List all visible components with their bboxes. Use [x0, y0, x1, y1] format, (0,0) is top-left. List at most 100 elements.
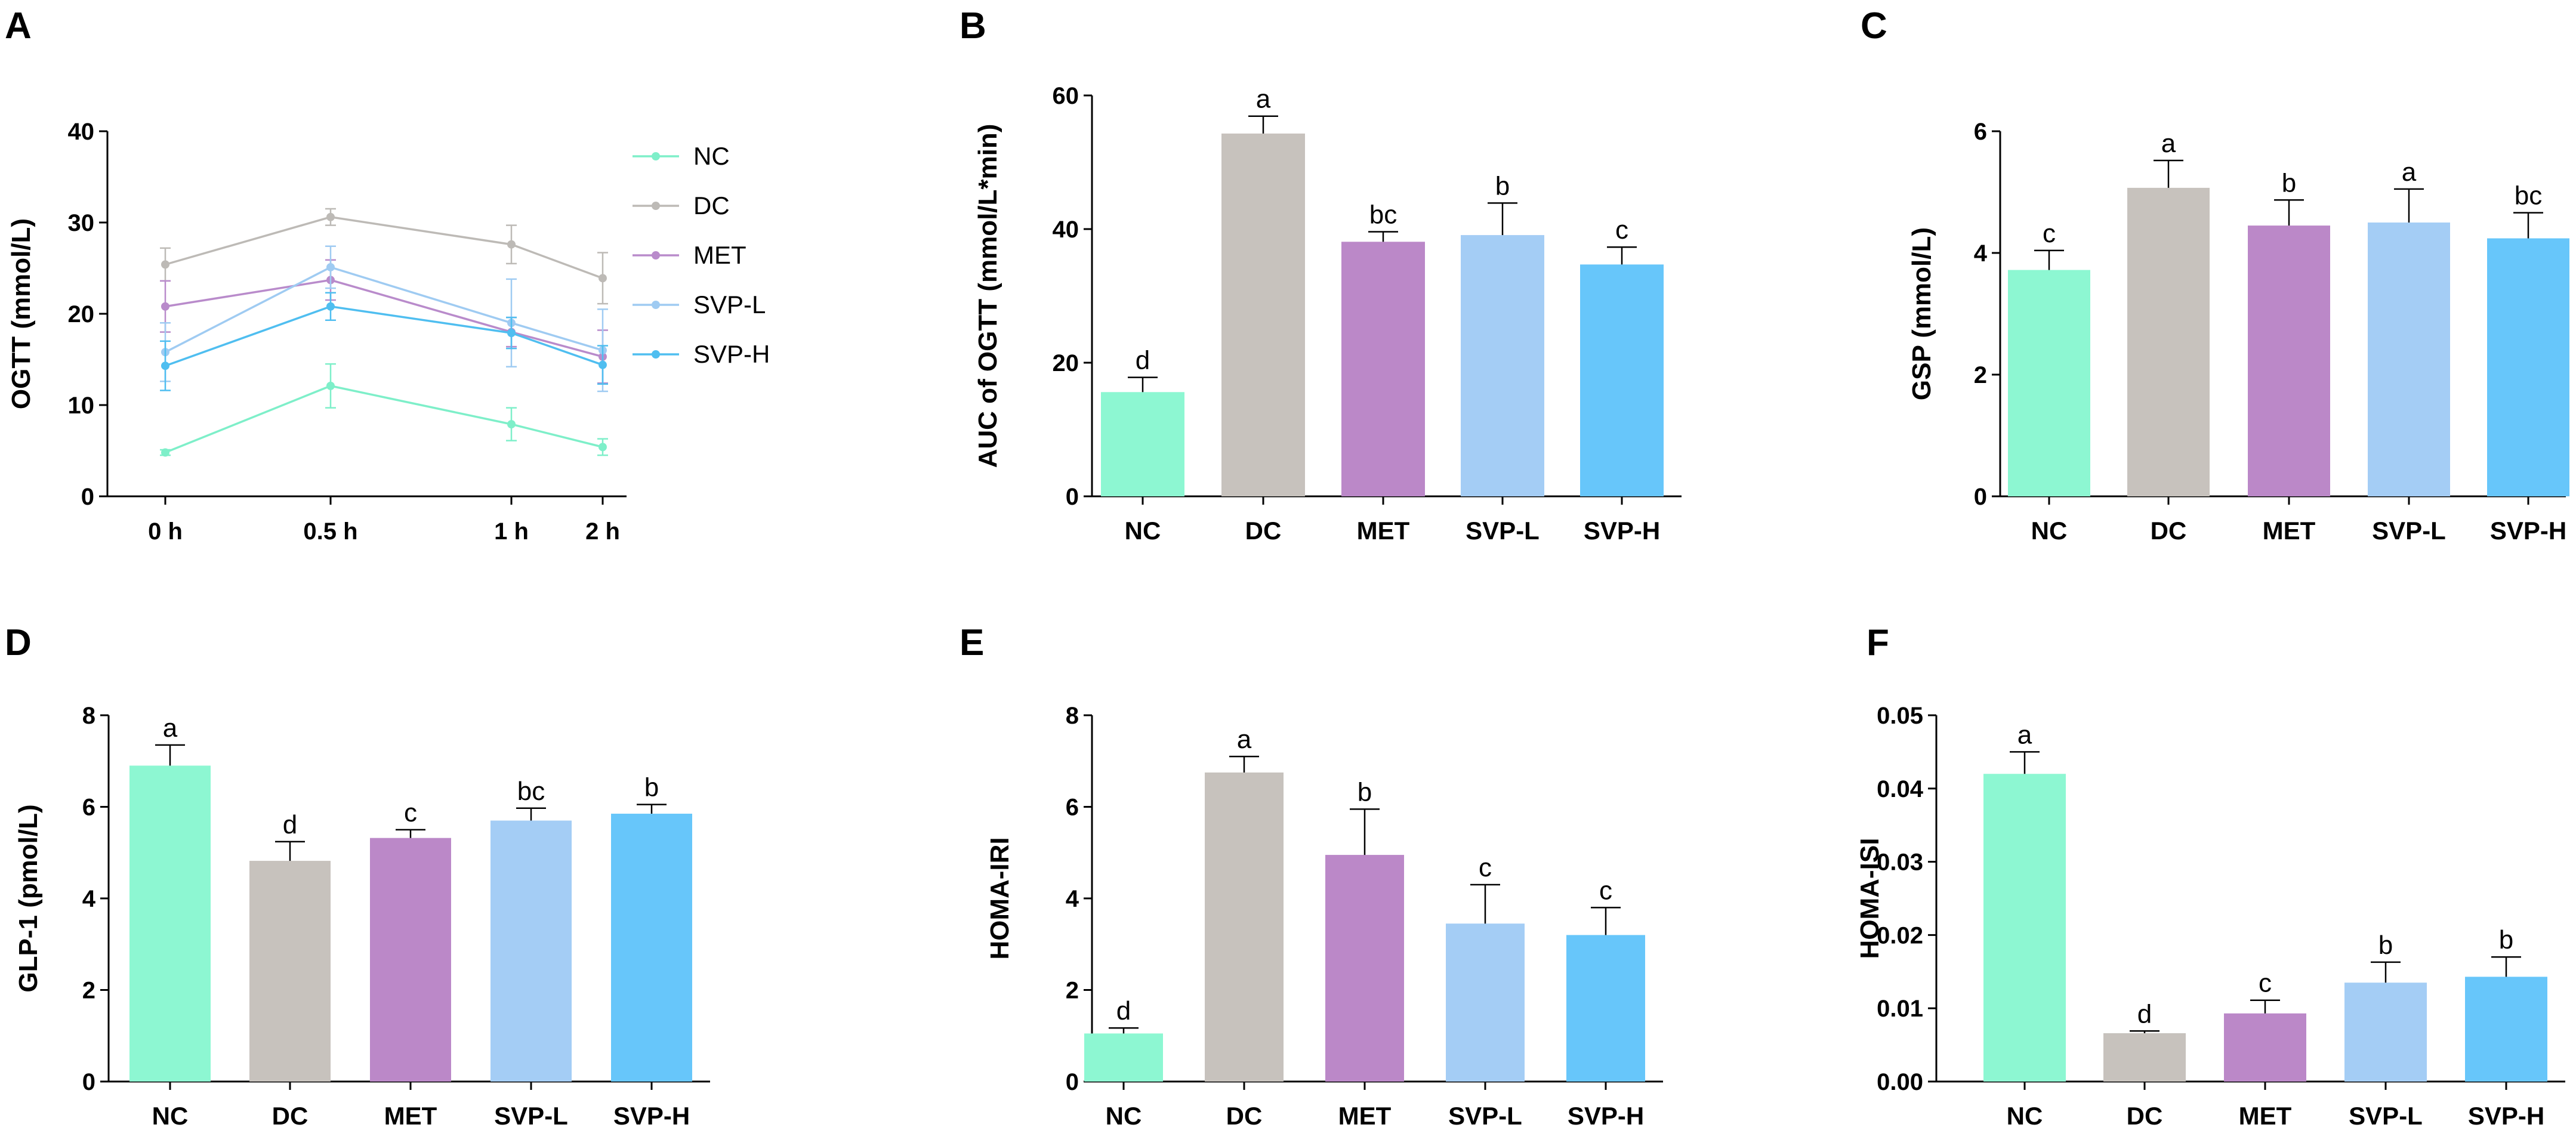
- x-tick-label: NC: [1106, 1102, 1142, 1130]
- legend-marker: [652, 251, 660, 259]
- bar-nc: [1084, 1033, 1163, 1082]
- y-tick-label: 60: [1053, 83, 1079, 109]
- y-tick-label: 0.02: [1877, 922, 1923, 949]
- y-tick-label: 0.00: [1877, 1069, 1923, 1095]
- series-line: [165, 266, 603, 353]
- y-tick-label: 6: [1974, 119, 1987, 145]
- bar-dc: [1221, 133, 1305, 497]
- bar-dc: [2103, 1033, 2186, 1082]
- x-tick-label: NC: [2007, 1102, 2043, 1130]
- y-tick-label: 0: [1066, 1069, 1079, 1095]
- significance-letter: a: [2402, 157, 2417, 187]
- data-point: [507, 420, 516, 429]
- series-line: [165, 279, 603, 358]
- significance-letter: a: [1256, 85, 1271, 114]
- legend-marker: [652, 301, 660, 309]
- bar-svp-h: [2465, 977, 2547, 1082]
- significance-letter: c: [1615, 215, 1628, 245]
- significance-letter: a: [2017, 720, 2032, 749]
- significance-letter: c: [1479, 853, 1492, 882]
- series-line: [165, 216, 603, 279]
- data-point: [326, 212, 335, 221]
- legend-marker: [652, 152, 660, 160]
- significance-letter: bc: [2515, 181, 2542, 211]
- significance-letter: d: [1116, 996, 1131, 1025]
- panel-letter: A: [5, 5, 32, 47]
- y-tick-label: 0: [1066, 484, 1079, 510]
- y-axis-title: AUC of OGTT (mmol/L*min): [973, 124, 1002, 468]
- x-tick-label: SVP-L: [2372, 517, 2446, 545]
- y-axis-title: GSP (mmol/L): [1907, 227, 1936, 400]
- significance-letter: b: [1495, 171, 1510, 200]
- data-point: [161, 362, 169, 370]
- data-point: [507, 329, 516, 338]
- bar-dc: [1205, 772, 1284, 1082]
- bar-svp-h: [1580, 264, 1664, 496]
- bar-dc: [2127, 187, 2210, 496]
- significance-letter: d: [283, 810, 297, 839]
- panel-letter: C: [1861, 5, 1887, 47]
- significance-letter: b: [2499, 925, 2513, 954]
- y-tick-label: 2: [1974, 362, 1987, 388]
- data-point: [161, 302, 169, 311]
- y-tick-label: 6: [1066, 795, 1079, 821]
- data-point: [599, 274, 607, 283]
- x-tick-label: DC: [272, 1102, 308, 1130]
- bar-nc: [2008, 270, 2090, 496]
- significance-letter: a: [1237, 725, 1252, 754]
- series-svp-h: [160, 292, 608, 391]
- x-tick-label: SVP-L: [1466, 517, 1540, 545]
- y-tick-label: 20: [68, 301, 95, 328]
- significance-letter: bc: [517, 777, 545, 806]
- y-tick-label: 4: [1974, 240, 1988, 267]
- x-tick-label: DC: [1245, 517, 1282, 545]
- x-tick-label: NC: [152, 1102, 189, 1130]
- y-tick-label: 4: [82, 886, 96, 912]
- series-svp-l: [160, 245, 608, 393]
- x-tick-label: SVP-H: [2490, 517, 2566, 545]
- panel-c: C 0 2 4 6 GSP (mmol/L) c NC a DC b MET a SVP-L bc SVP-H: [1861, 5, 2569, 545]
- bar-svp-l: [2344, 983, 2427, 1082]
- x-tick-label: 0 h: [148, 518, 183, 545]
- data-point: [326, 302, 335, 311]
- y-tick-label: 8: [82, 703, 95, 729]
- y-tick-label: 40: [1053, 217, 1079, 243]
- data-point: [326, 262, 335, 271]
- legend-label: SVP-H: [693, 340, 770, 368]
- significance-letter: d: [1136, 346, 1150, 375]
- x-tick-label: MET: [2263, 517, 2316, 545]
- y-tick-label: 40: [68, 119, 95, 145]
- y-tick-label: 4: [1066, 886, 1079, 912]
- significance-letter: b: [1358, 777, 1372, 807]
- y-tick-label: 0: [1974, 484, 1987, 510]
- series-line: [165, 385, 603, 454]
- y-tick-label: 0.01: [1877, 996, 1923, 1022]
- series-nc: [160, 363, 608, 457]
- data-point: [161, 448, 169, 457]
- series-met: [160, 259, 608, 384]
- legend-label: MET: [693, 241, 746, 269]
- significance-letter: b: [644, 773, 659, 802]
- y-tick-label: 8: [1066, 703, 1079, 729]
- x-tick-label: 0.5 h: [303, 518, 357, 545]
- legend-marker: [652, 350, 660, 359]
- bar-met: [1341, 242, 1425, 496]
- x-tick-label: MET: [1357, 517, 1410, 545]
- y-axis-title: GLP-1 (pmol/L): [14, 804, 43, 992]
- bar-dc: [249, 861, 331, 1082]
- y-tick-label: 30: [68, 210, 95, 236]
- panel-a: A 0 10 20 30 40 OGTT (mmol/L) 0 h 0.5 h 1 h 2 h NC D…: [5, 5, 770, 545]
- significance-letter: c: [404, 798, 417, 827]
- y-axis-title: OGTT (mmol/L): [7, 218, 36, 409]
- x-tick-label: DC: [2151, 517, 2187, 545]
- bar-svp-h: [611, 814, 692, 1082]
- bar-met: [2248, 225, 2330, 496]
- panel-letter: E: [960, 622, 984, 663]
- series-line: [165, 305, 603, 367]
- significance-letter: b: [2378, 931, 2393, 960]
- bar-met: [2224, 1013, 2306, 1082]
- y-tick-label: 0.05: [1877, 703, 1923, 729]
- y-tick-label: 6: [82, 795, 95, 821]
- x-tick-label: DC: [1226, 1102, 1263, 1130]
